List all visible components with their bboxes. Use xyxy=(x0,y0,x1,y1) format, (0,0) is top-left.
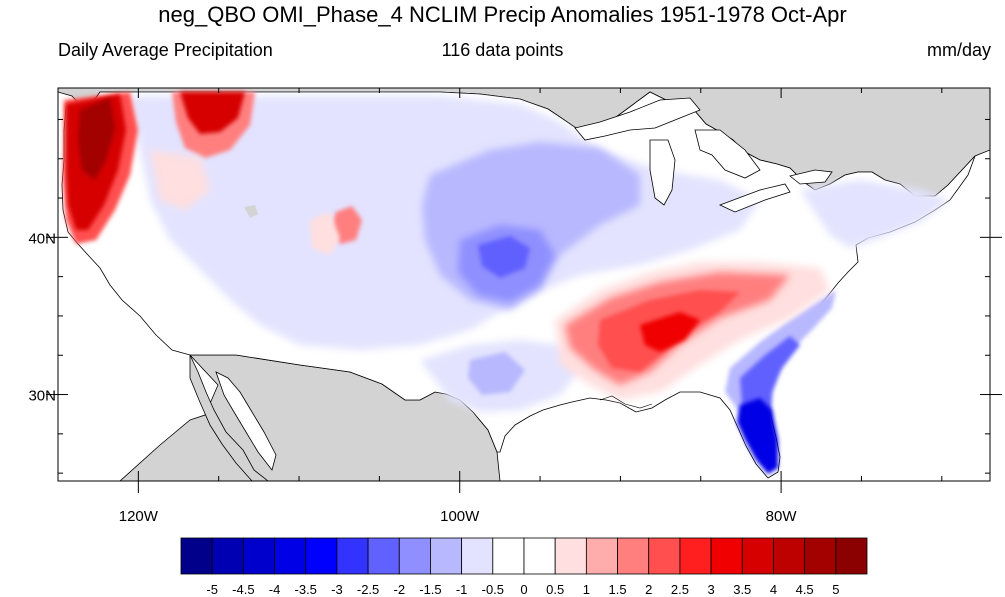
colorbar-box xyxy=(741,537,774,575)
colorbar-box xyxy=(617,537,650,575)
great-lakes xyxy=(574,97,833,213)
map-panel xyxy=(58,88,990,481)
colorbar-label: -4.5 xyxy=(232,582,254,597)
colorbar-box xyxy=(492,537,525,575)
units-string: mm/day xyxy=(926,40,991,60)
left-string: Daily Average Precipitation xyxy=(58,40,273,60)
lat-tick-label: 30N xyxy=(28,388,56,405)
lat-tick-label: 40N xyxy=(28,230,56,247)
colorbar-label: 1.5 xyxy=(609,582,627,597)
colorbar-label: 3.5 xyxy=(733,582,751,597)
anomaly-se-wet-4 xyxy=(640,312,700,352)
map-title: neg_QBO OMI_Phase_4 NCLIM Precip Anomali… xyxy=(158,2,847,27)
colorbar-box xyxy=(367,537,400,575)
colorbar-box xyxy=(305,537,338,575)
anomaly-south-plains-dry xyxy=(468,352,525,395)
colorbar-box xyxy=(710,537,743,575)
colorbar-label: 2 xyxy=(645,582,652,597)
colorbar-label: -2 xyxy=(393,582,405,597)
colorbar-label: -1.5 xyxy=(419,582,441,597)
colorbar-labels: -5 -4.5 -4 -3.5 -3 -2.5 -2 -1.5 -1 -0.5 0 0.5 1 1.5 2 2… xyxy=(206,582,839,597)
lake-michigan xyxy=(649,139,676,206)
colorbar-box xyxy=(523,537,556,575)
colorbar-box xyxy=(242,537,275,575)
colorbar-label: 4.5 xyxy=(796,582,814,597)
colorbar-label: 0.5 xyxy=(546,582,564,597)
colorbar-label: 5 xyxy=(832,582,839,597)
gulf-of-california xyxy=(215,371,277,471)
anomaly-rockies-wet-light xyxy=(310,212,340,255)
axis-tick-labels: 120W 100W 80W 30N 40N xyxy=(28,230,797,525)
colorbar-label: -1 xyxy=(456,582,468,597)
colorbar-box xyxy=(804,537,837,575)
colorbar-label: 2.5 xyxy=(671,582,689,597)
colorbar-label: -2.5 xyxy=(357,582,379,597)
anomaly-nrockies-wet-2 xyxy=(180,92,245,134)
colorbar-label: -4 xyxy=(269,582,281,597)
great-salt-lake xyxy=(244,205,258,218)
map-frame xyxy=(57,87,991,482)
colorbar-box xyxy=(835,537,868,575)
lon-tick-label: 100W xyxy=(440,508,480,525)
gulf-coast-line xyxy=(599,395,653,409)
colorbar-label: 1 xyxy=(583,582,590,597)
center-string: 116 data points xyxy=(441,40,564,60)
lake-superior xyxy=(574,97,701,141)
anomaly-plains-dry-3 xyxy=(478,236,530,278)
colorbar-label: -0.5 xyxy=(482,582,504,597)
colorbar-box xyxy=(274,537,307,575)
colorbar-label: -3.5 xyxy=(295,582,317,597)
colorbar-box xyxy=(554,537,587,575)
lake-ontario xyxy=(789,169,833,185)
lon-tick-label: 80W xyxy=(766,508,798,525)
colorbar-box xyxy=(398,537,431,575)
colorbar-box xyxy=(585,537,618,575)
anomaly-fields xyxy=(63,92,950,474)
colorbar xyxy=(180,537,868,575)
colorbar-box xyxy=(461,537,494,575)
anomaly-light-blue-northeast xyxy=(800,180,950,248)
colorbar-box xyxy=(773,537,806,575)
colorbar-box xyxy=(648,537,681,575)
axis-ticks xyxy=(46,88,1002,493)
colorbar-box xyxy=(430,537,463,575)
colorbar-box xyxy=(336,537,369,575)
lon-tick-label: 120W xyxy=(119,508,159,525)
colorbar-box xyxy=(211,537,244,575)
anomaly-pnw-wet-3 xyxy=(78,98,115,180)
colorbar-label: 0 xyxy=(520,582,527,597)
baja-california xyxy=(189,354,269,481)
anomaly-nrockies-wet-light xyxy=(150,150,210,210)
colorbar-box xyxy=(679,537,712,575)
colorbar-label: -3 xyxy=(331,582,343,597)
colorbar-label: 4 xyxy=(770,582,777,597)
anomaly-florida-dry xyxy=(737,398,778,474)
lake-erie xyxy=(718,183,791,213)
colorbar-label: -5 xyxy=(206,582,218,597)
colorbar-label: 3 xyxy=(707,582,714,597)
lake-huron xyxy=(694,129,761,179)
colorbar-box xyxy=(180,537,213,575)
